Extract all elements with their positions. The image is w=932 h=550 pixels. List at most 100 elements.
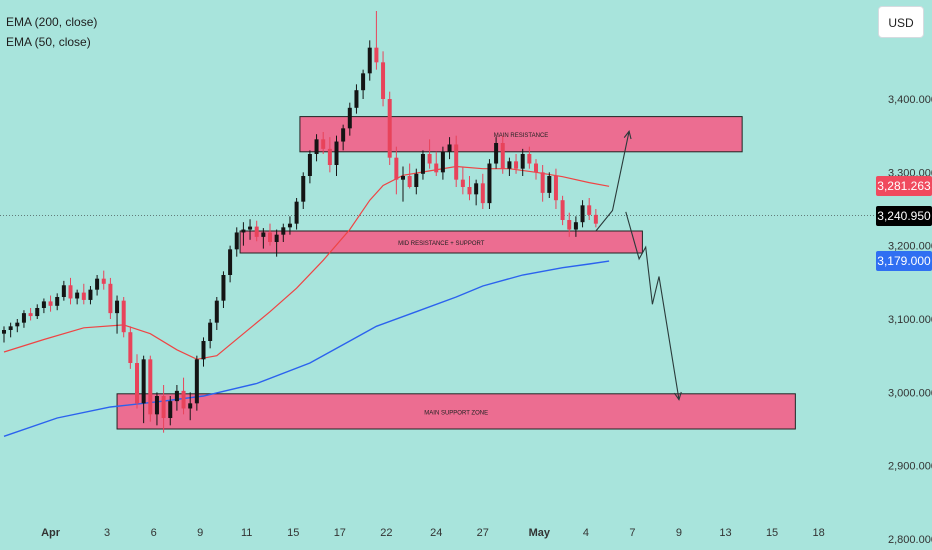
candle-body — [587, 205, 592, 215]
candle-body — [101, 278, 106, 284]
candle-body — [307, 154, 312, 176]
candle-body — [21, 313, 26, 323]
candle-body — [367, 47, 372, 74]
candle-body — [88, 289, 93, 300]
candle-body — [154, 396, 159, 415]
currency-button[interactable]: USD — [878, 6, 924, 38]
candle — [593, 209, 598, 228]
candle-body — [194, 359, 199, 404]
candle — [500, 135, 505, 174]
candle-body — [567, 220, 572, 230]
candle — [507, 157, 512, 176]
candle-body — [221, 275, 226, 301]
projection-up-arrow — [595, 130, 632, 232]
candle — [454, 135, 459, 187]
candle — [341, 124, 346, 151]
legend-ema50[interactable]: EMA (50, close) — [6, 35, 91, 49]
legend-ema200[interactable]: EMA (200, close) — [6, 15, 98, 29]
candle — [480, 173, 485, 209]
candle — [314, 134, 319, 162]
candle-body — [8, 326, 13, 330]
candle — [55, 293, 60, 311]
candle — [281, 223, 286, 242]
candle-body — [553, 176, 558, 201]
candle — [81, 283, 86, 305]
candle — [194, 355, 199, 411]
candle — [347, 102, 352, 136]
candle-body — [327, 148, 332, 165]
candle-body — [108, 283, 113, 314]
candle — [21, 310, 26, 328]
candle-body — [48, 301, 53, 306]
candle — [434, 151, 439, 176]
candle — [201, 337, 206, 367]
candle-body — [514, 161, 519, 169]
candle-body — [241, 229, 246, 233]
candle-body — [460, 179, 465, 187]
x-tick-label: 7 — [629, 527, 635, 539]
x-tick-label: 9 — [676, 527, 682, 539]
candle — [460, 166, 465, 195]
candle-body — [434, 163, 439, 173]
zone-label: MAIN RESISTANCE — [494, 133, 549, 139]
candle-body — [75, 292, 80, 299]
candle-body — [188, 403, 193, 409]
candle — [254, 220, 259, 242]
candle — [15, 319, 20, 333]
candle — [401, 166, 405, 202]
candle-body — [115, 300, 120, 314]
candle — [208, 319, 213, 349]
candle-body — [181, 390, 186, 409]
candle — [414, 168, 419, 195]
candle-body — [2, 330, 6, 334]
candle-body — [334, 141, 339, 165]
candle — [361, 69, 366, 99]
last-price-tag: 3,240.950 — [876, 205, 932, 226]
candle — [121, 297, 126, 338]
candle — [174, 385, 179, 411]
projection-up-arrow-line — [595, 131, 630, 232]
candle-body — [494, 143, 499, 164]
candle-body — [420, 154, 425, 174]
candle — [35, 304, 40, 319]
candle-body — [68, 285, 73, 299]
x-tick-label: 15 — [766, 527, 778, 539]
candle — [440, 146, 445, 180]
candle — [8, 322, 13, 338]
candle — [101, 270, 106, 290]
candle — [148, 355, 153, 422]
candle-body — [228, 249, 233, 275]
candle — [467, 176, 472, 201]
ema50-line — [3, 165, 610, 360]
candle-body — [321, 139, 326, 149]
candle — [181, 377, 186, 415]
candle-body — [161, 396, 166, 418]
x-tick-label: 6 — [151, 527, 157, 539]
candle — [188, 392, 193, 421]
candle-body — [534, 163, 538, 173]
candle — [95, 275, 100, 296]
candle-body — [95, 278, 100, 290]
candle — [387, 91, 392, 165]
candle-body — [593, 214, 598, 224]
candle — [573, 216, 578, 237]
candle-body — [387, 99, 392, 158]
x-tick-label: 4 — [583, 527, 589, 539]
x-tick-label: 24 — [430, 527, 442, 539]
x-tick-label: 13 — [719, 527, 731, 539]
candle — [234, 227, 239, 257]
candle-body — [347, 107, 352, 129]
projection-down-arrow-head — [673, 391, 682, 401]
candle-body — [440, 151, 445, 173]
zone-rect — [299, 116, 743, 153]
x-tick-label: 9 — [197, 527, 203, 539]
candle-body — [527, 154, 532, 164]
projection-down-arrow — [625, 211, 682, 401]
candle — [381, 51, 386, 107]
candle — [214, 297, 219, 330]
x-tick-label: 11 — [241, 527, 252, 539]
candle-body — [281, 227, 286, 235]
y-tick-label: 3,100.000 — [888, 314, 932, 326]
candle — [248, 219, 253, 240]
